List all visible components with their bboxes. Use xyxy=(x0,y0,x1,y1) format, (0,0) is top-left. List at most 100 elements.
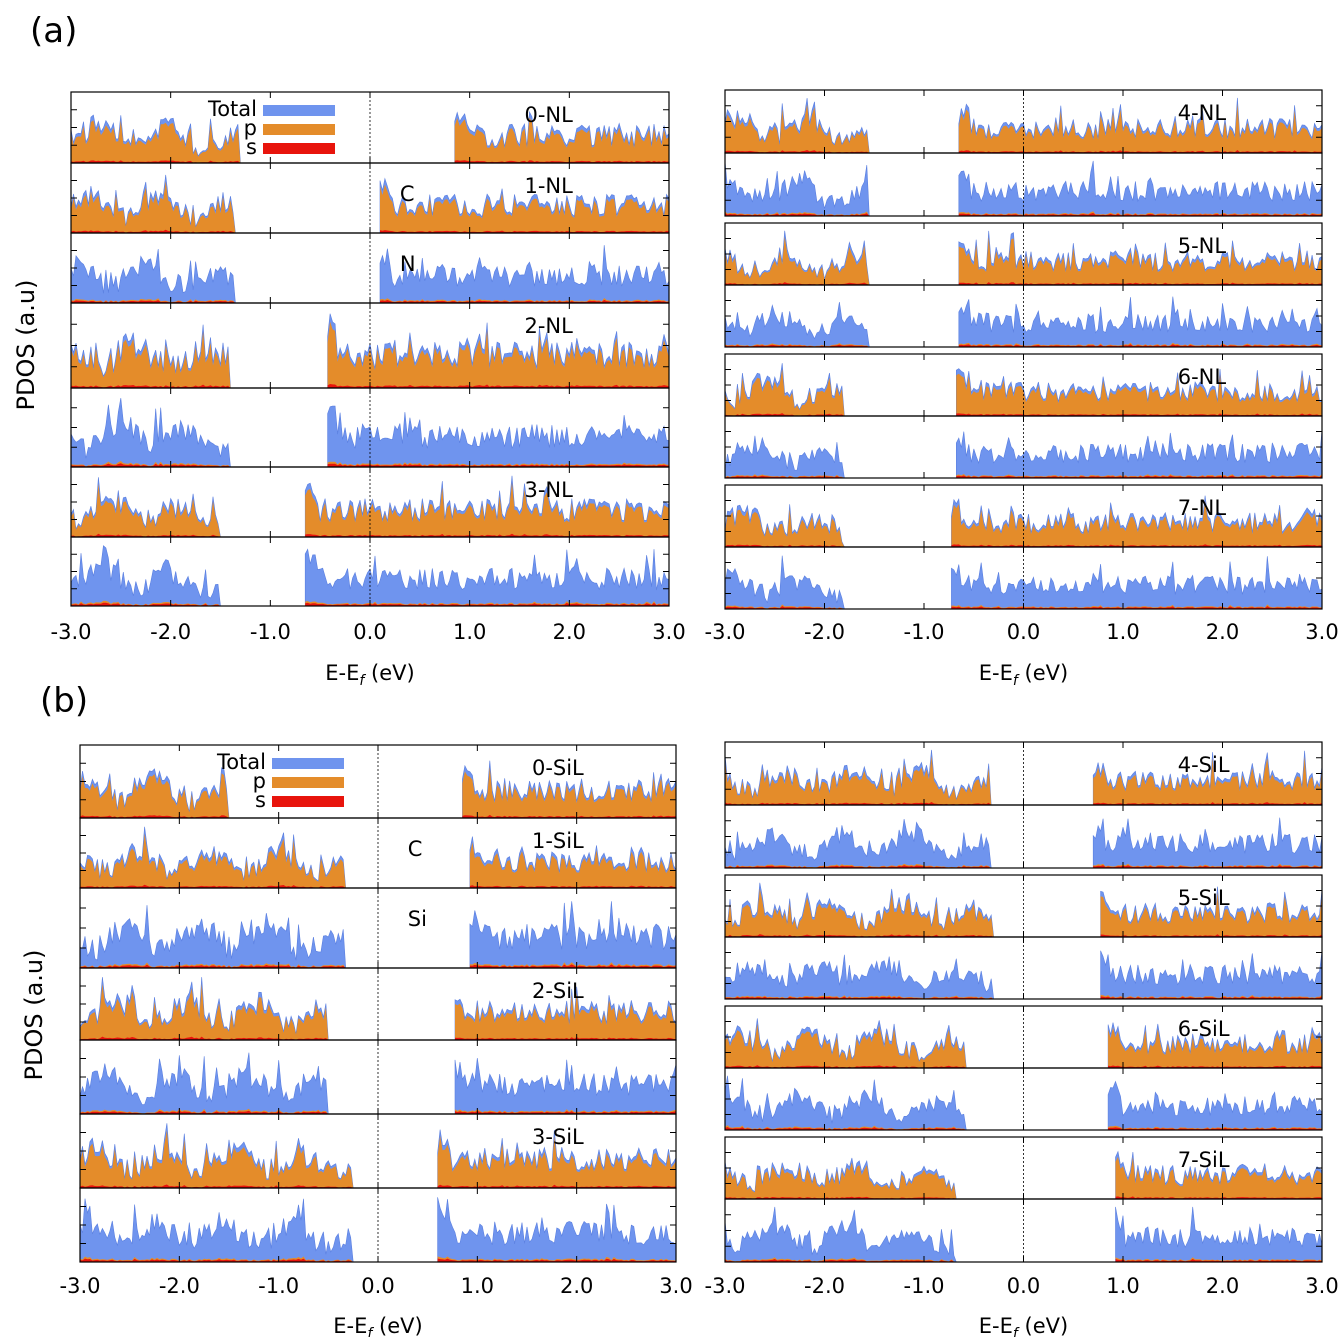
pdos-panel xyxy=(724,546,1323,610)
x-tick-label: 3.0 xyxy=(659,1274,692,1298)
panel-a-label: (a) xyxy=(30,11,77,51)
s-dos-area xyxy=(725,1127,1322,1130)
x-tick-label: -3.0 xyxy=(705,620,746,644)
pdos-panel xyxy=(724,152,1323,217)
legend-swatch xyxy=(272,758,344,769)
atom-label: C xyxy=(400,182,415,206)
atom-label: N xyxy=(400,252,416,276)
total-dos-area xyxy=(724,230,1323,286)
p-dos-area xyxy=(725,236,1322,285)
x-tick-label: -2.0 xyxy=(804,1274,845,1298)
chart-column-3: 0-SiL 1-SiL C Si 2-SiL 3-SiL -3.0 -2.0 -1.0 0.0 1.… xyxy=(60,744,693,1337)
legend-label: s xyxy=(246,135,257,159)
p-dos-area xyxy=(725,755,1322,805)
s-dos-area xyxy=(725,802,1322,805)
x-tick-label: 2.0 xyxy=(553,620,586,644)
pdos-panel xyxy=(70,536,670,607)
legend-label: p xyxy=(253,769,266,793)
panel-label: 4-SiL xyxy=(1178,753,1230,777)
x-tick-label: -2.0 xyxy=(804,620,845,644)
chart-column-4: 4-SiL 5-SiL 6-SiL 7-SiL -3.0 -2.0 -1.0 0.0 1.0 2.… xyxy=(705,741,1339,1337)
atom-label: Si xyxy=(408,907,427,931)
total-dos-area xyxy=(724,429,1323,479)
legend-label: p xyxy=(244,116,257,140)
legend-swatch xyxy=(263,124,335,135)
pdos-panel: 0-SiL xyxy=(79,744,677,819)
x-tick-label: -1.0 xyxy=(904,1274,945,1298)
s-dos-area xyxy=(71,160,669,163)
panel-label: 2-NL xyxy=(524,314,573,338)
s-dos-area xyxy=(725,213,1322,216)
s-dos-area xyxy=(71,299,669,303)
panel-label: 6-SiL xyxy=(1178,1017,1230,1041)
panel-label: 7-SiL xyxy=(1178,1148,1230,1172)
total-dos-area xyxy=(724,296,1323,348)
pdos-panel xyxy=(724,1067,1323,1131)
panel-label: 0-SiL xyxy=(532,756,584,780)
y-axis-label-a: PDOS (a.u) xyxy=(12,280,40,411)
x-tick-label: 2.0 xyxy=(560,1274,593,1298)
p-dos-area xyxy=(725,103,1322,153)
x-tick-label: 3.0 xyxy=(652,620,685,644)
s-dos-area xyxy=(725,934,1322,937)
x-tick-label: -1.0 xyxy=(258,1274,299,1298)
x-tick-label: -1.0 xyxy=(904,620,945,644)
s-dos-area xyxy=(725,1196,1322,1199)
pdos-panel: 0-NL xyxy=(70,91,670,164)
total-dos-area xyxy=(70,245,670,304)
legend-swatch xyxy=(263,105,335,116)
pdos-panel: 4-NL xyxy=(724,89,1323,154)
x-tick-label: 0.0 xyxy=(1007,1274,1040,1298)
x-tick-label: -3.0 xyxy=(705,1274,746,1298)
pdos-panel: N xyxy=(70,232,670,304)
legend-label: Total xyxy=(216,750,266,774)
legend-swatch xyxy=(272,796,344,807)
x-axis-label: E-Ef (eV) xyxy=(325,661,414,689)
legend-label: Total xyxy=(207,97,257,121)
panel-label: 3-NL xyxy=(524,478,573,502)
x-tick-label: 0.0 xyxy=(1007,620,1040,644)
x-tick-label: 0.0 xyxy=(361,1274,394,1298)
total-dos-area xyxy=(724,1206,1323,1263)
total-dos-area xyxy=(70,545,670,607)
pdos-panel: 2-NL xyxy=(70,302,670,389)
panel-label: 1-NL xyxy=(524,174,573,198)
x-tick-label: 1.0 xyxy=(453,620,486,644)
s-dos-area xyxy=(80,884,676,888)
pdos-panel xyxy=(724,284,1323,348)
panel-label: 5-NL xyxy=(1178,234,1227,258)
s-dos-area xyxy=(725,282,1322,285)
pdos-panel: 1-NL C xyxy=(70,162,670,234)
chart-column-2: 4-NL 5-NL 6-NL 7-NL -3.0 -2.0 -1.0 0.0 1.0 2.0 3.0… xyxy=(705,89,1339,689)
p-dos-area xyxy=(71,117,669,163)
s-dos-area xyxy=(80,1036,676,1040)
panel-label: 0-NL xyxy=(524,103,573,127)
panel-label: 5-SiL xyxy=(1178,886,1230,910)
pdos-panel: 4-SiL xyxy=(724,741,1323,806)
x-tick-label: 3.0 xyxy=(1305,1274,1338,1298)
panel-label: 6-NL xyxy=(1178,365,1227,389)
pdos-panel xyxy=(724,415,1323,479)
legend-label: s xyxy=(255,788,266,812)
s-dos-area xyxy=(80,1184,676,1188)
p-dos-area xyxy=(71,321,669,388)
y-axis-label-b: PDOS (a.u) xyxy=(20,950,48,1081)
x-axis-label: E-Ef (eV) xyxy=(979,1314,1068,1337)
p-dos-area xyxy=(80,983,676,1040)
total-dos-area xyxy=(724,817,1323,869)
p-dos-area xyxy=(80,1130,676,1188)
s-dos-area xyxy=(80,814,676,818)
pdos-panel xyxy=(79,1187,677,1263)
x-tick-label: -3.0 xyxy=(60,1274,101,1298)
s-dos-area xyxy=(71,229,669,233)
p-dos-area xyxy=(725,1156,1322,1199)
s-dos-area xyxy=(80,1110,676,1114)
pdos-panel: 1-SiL C xyxy=(79,817,677,889)
s-dos-area xyxy=(725,1065,1322,1068)
p-dos-area xyxy=(80,833,676,888)
x-tick-label: 3.0 xyxy=(1305,620,1338,644)
pdos-panel xyxy=(724,1198,1323,1263)
